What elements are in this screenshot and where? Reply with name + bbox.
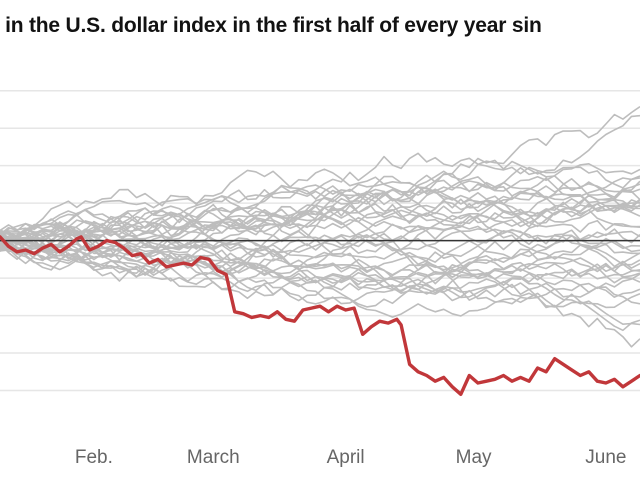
highlight-year-line <box>0 235 640 396</box>
year-line-29 <box>0 163 640 237</box>
year-line-10 <box>0 231 640 284</box>
year-line-32 <box>0 167 640 246</box>
x-tick-label-4: June <box>585 447 626 468</box>
year-line-7 <box>0 105 640 274</box>
year-line-4 <box>0 168 640 251</box>
x-tick-label-1: March <box>187 447 240 468</box>
year-line-34 <box>0 180 640 252</box>
year-line-22 <box>0 231 640 318</box>
year-line-30 <box>0 114 640 240</box>
year-line-37 <box>0 234 640 302</box>
year-line-6 <box>0 227 640 299</box>
year-line-36 <box>0 239 640 305</box>
x-tick-label-3: May <box>456 447 492 468</box>
year-line-16 <box>0 214 640 274</box>
year-line-11 <box>0 204 640 283</box>
year-line-27 <box>0 237 640 284</box>
x-tick-label-2: April <box>327 447 365 468</box>
x-tick-label-0: Feb. <box>75 447 113 468</box>
other-years-lines <box>0 105 640 348</box>
year-line-18 <box>0 188 640 271</box>
year-line-35 <box>0 176 640 243</box>
chart-title: e in the U.S. dollar index in the first … <box>0 14 542 37</box>
